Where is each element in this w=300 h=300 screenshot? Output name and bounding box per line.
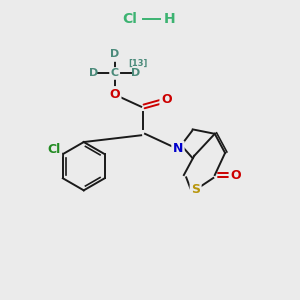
Text: O: O <box>110 88 120 100</box>
Text: D: D <box>89 68 98 78</box>
Text: H: H <box>163 12 175 26</box>
Text: S: S <box>191 183 200 196</box>
Text: O: O <box>161 93 172 106</box>
Text: Cl: Cl <box>122 12 137 26</box>
Text: N: N <box>173 142 183 155</box>
Text: Cl: Cl <box>47 143 61 156</box>
Text: [13]: [13] <box>128 58 147 68</box>
Text: D: D <box>131 68 140 78</box>
Text: D: D <box>110 49 119 59</box>
Text: O: O <box>230 169 241 182</box>
Text: C: C <box>111 68 119 78</box>
